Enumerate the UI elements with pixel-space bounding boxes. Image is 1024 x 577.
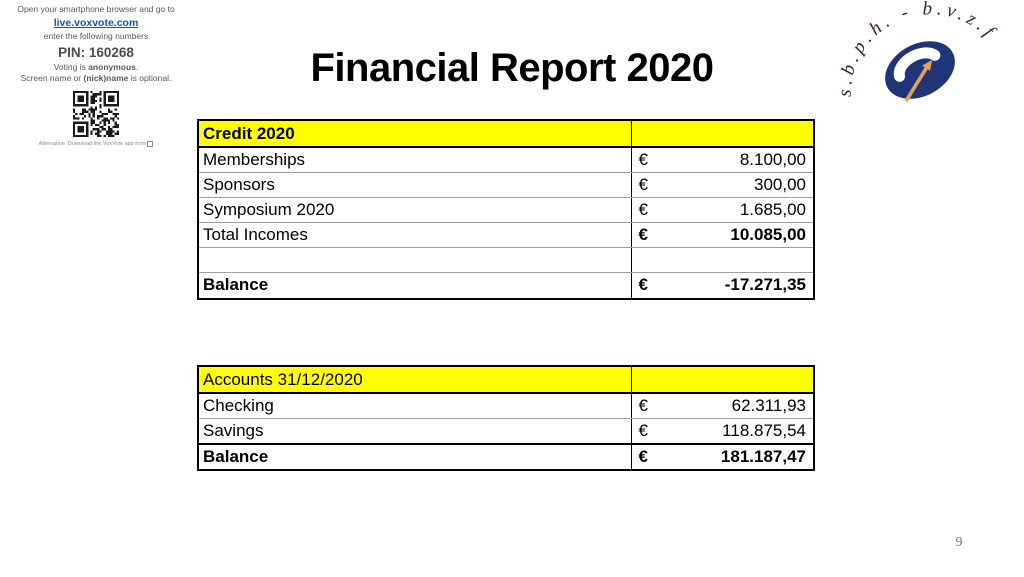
app-store-icon — [147, 141, 154, 147]
currency-symbol: € — [638, 225, 648, 244]
row-value-cell-empty — [631, 247, 814, 273]
table-row: Savings €118.875,54 — [198, 418, 814, 445]
logo-arrow-icon — [904, 60, 932, 102]
row-label: Symposium 2020 — [198, 197, 632, 223]
voxvote-nickname-line: Screen name or (nick)name is optional. — [6, 73, 186, 84]
row-value-cell: € -17.271,35 — [631, 273, 814, 299]
table-header-row: Accounts 31/12/2020 — [198, 366, 814, 394]
text-segment: is optional. — [128, 73, 172, 83]
text-segment-bold: anonymous — [88, 62, 136, 72]
table-row-total-incomes: Total Incomes €10.085,00 — [198, 222, 814, 248]
row-amount: 8.100,00 — [739, 150, 806, 169]
row-label: Sponsors — [198, 172, 632, 198]
table-header-empty — [631, 366, 814, 394]
table-row: Memberships €8.100,00 — [198, 147, 814, 173]
currency-symbol: € — [638, 396, 648, 415]
row-label: Balance — [198, 443, 632, 470]
text-segment: Voting is — [53, 62, 89, 72]
row-value-cell: €10.085,00 — [631, 222, 814, 248]
currency-symbol: € — [638, 447, 648, 466]
voxvote-anonymous-line: Voting is anonymous. — [6, 62, 186, 73]
table-row-balance: Balance €181.187,47 — [198, 443, 814, 470]
qr-code — [73, 91, 119, 137]
row-value-cell: €62.311,93 — [631, 393, 814, 419]
table-header-empty — [631, 120, 814, 148]
row-value-cell: €118.875,54 — [631, 418, 814, 445]
table-row: Symposium 2020 €1.685,00 — [198, 197, 814, 223]
accounts-table: Accounts 31/12/2020 Checking €62.311,93 … — [197, 365, 815, 471]
row-value-cell: €181.187,47 — [631, 443, 814, 470]
voxvote-pin: PIN: 160268 — [58, 45, 134, 60]
row-label-empty — [198, 247, 632, 273]
alt-download-text: Alternative: Download the VoxVote app fr… — [38, 141, 147, 147]
currency-symbol: € — [638, 200, 648, 219]
table-row-balance: Balance € -17.271,35 — [198, 272, 814, 299]
text-segment: . — [135, 62, 139, 72]
table-header-row: Credit 2020 — [198, 120, 814, 148]
currency-symbol: € — [638, 421, 648, 440]
row-label: Checking — [198, 393, 632, 419]
row-label: Total Incomes — [198, 222, 632, 248]
row-amount: 1.685,00 — [739, 200, 806, 219]
row-amount: 300,00 — [754, 175, 806, 194]
row-label: Savings — [198, 418, 632, 445]
row-value-cell: €8.100,00 — [631, 147, 814, 173]
row-value-cell: €300,00 — [631, 172, 814, 198]
row-amount: 181.187,47 — [720, 447, 806, 466]
table-row: Sponsors €300,00 — [198, 172, 814, 198]
row-amount: -17.271,35 — [724, 275, 806, 295]
row-value-cell: €1.685,00 — [631, 197, 814, 223]
voxvote-alt-download-line: Alternative: Download the VoxVote app fr… — [6, 141, 186, 147]
voxvote-link[interactable]: live.voxvote.com — [53, 17, 139, 29]
page-number: 9 — [955, 534, 963, 549]
currency-symbol: € — [638, 275, 648, 295]
voxvote-instruction-line2: enter the following numbers — [43, 31, 149, 41]
currency-symbol: € — [638, 175, 648, 194]
text-segment: Screen name or — [20, 73, 84, 83]
sbph-bvzf-logo: s.b.p.h. - b.v.z.f — [840, 0, 997, 102]
text-segment-bold: (nick)name — [83, 73, 129, 83]
row-amount: 10.085,00 — [730, 225, 806, 244]
logo-ellipse — [885, 41, 955, 99]
table-row-empty — [198, 247, 814, 273]
table-header-label: Accounts 31/12/2020 — [198, 366, 632, 394]
currency-symbol: € — [638, 150, 648, 169]
table-header-label: Credit 2020 — [198, 120, 632, 148]
voxvote-panel: Open your smartphone browser and go to l… — [6, 4, 186, 147]
voxvote-instruction-line1: Open your smartphone browser and go to — [17, 4, 175, 14]
row-amount: 118.875,54 — [722, 421, 806, 440]
row-label: Memberships — [198, 147, 632, 173]
row-label: Balance — [198, 272, 632, 299]
credit-2020-table: Credit 2020 Memberships €8.100,00 Sponso… — [197, 119, 815, 300]
row-amount: 62.311,93 — [731, 396, 806, 415]
page-title: Financial Report 2020 — [310, 46, 714, 90]
table-row: Checking €62.311,93 — [198, 393, 814, 419]
